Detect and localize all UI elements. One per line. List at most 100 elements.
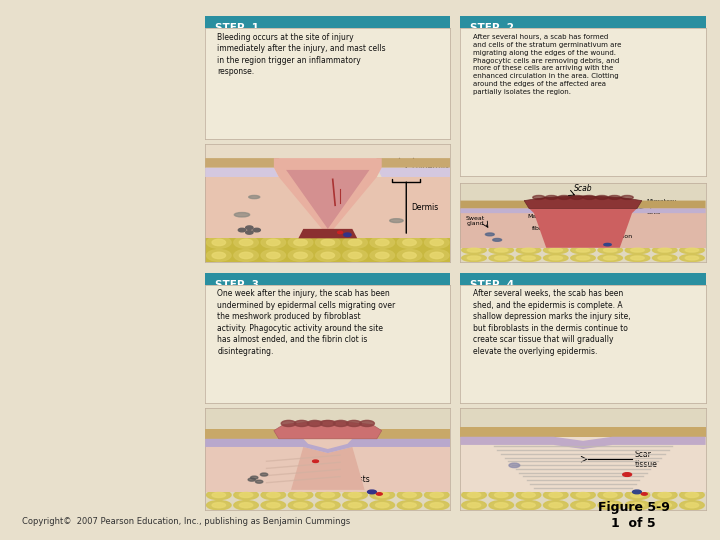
Ellipse shape bbox=[288, 490, 312, 500]
Text: After several hours, a scab has formed
and cells of the stratum germinativum are: After several hours, a scab has formed a… bbox=[472, 35, 621, 94]
Ellipse shape bbox=[294, 252, 307, 259]
Ellipse shape bbox=[685, 256, 698, 260]
Ellipse shape bbox=[625, 490, 649, 500]
Text: One week after the injury, the scab has been
undermined by epidermal cells migra: One week after the injury, the scab has … bbox=[217, 289, 396, 355]
Ellipse shape bbox=[467, 503, 481, 508]
Ellipse shape bbox=[631, 248, 644, 252]
Ellipse shape bbox=[234, 490, 258, 500]
Circle shape bbox=[338, 231, 343, 234]
Ellipse shape bbox=[467, 256, 481, 260]
Ellipse shape bbox=[343, 237, 367, 248]
Ellipse shape bbox=[397, 501, 422, 510]
Ellipse shape bbox=[207, 501, 231, 510]
Ellipse shape bbox=[239, 252, 253, 259]
Ellipse shape bbox=[658, 248, 672, 252]
Ellipse shape bbox=[489, 490, 513, 500]
Ellipse shape bbox=[544, 247, 568, 254]
Circle shape bbox=[633, 490, 642, 494]
Ellipse shape bbox=[516, 501, 541, 510]
Ellipse shape bbox=[376, 503, 389, 508]
Circle shape bbox=[492, 239, 502, 241]
Ellipse shape bbox=[544, 501, 568, 510]
Ellipse shape bbox=[685, 503, 698, 508]
Circle shape bbox=[312, 460, 318, 462]
Circle shape bbox=[377, 492, 382, 495]
Text: Scar
tissue: Scar tissue bbox=[634, 449, 657, 469]
Ellipse shape bbox=[625, 501, 649, 510]
Text: STEP  2: STEP 2 bbox=[470, 23, 514, 33]
Polygon shape bbox=[205, 429, 451, 439]
Ellipse shape bbox=[652, 254, 677, 261]
Ellipse shape bbox=[315, 249, 340, 261]
Ellipse shape bbox=[685, 492, 698, 497]
Circle shape bbox=[246, 226, 253, 230]
Ellipse shape bbox=[544, 490, 568, 500]
Ellipse shape bbox=[402, 492, 416, 497]
Ellipse shape bbox=[207, 490, 231, 500]
Polygon shape bbox=[298, 229, 357, 238]
Circle shape bbox=[253, 228, 261, 232]
Ellipse shape bbox=[321, 252, 335, 259]
Ellipse shape bbox=[603, 492, 617, 497]
Circle shape bbox=[604, 244, 611, 246]
Circle shape bbox=[533, 195, 545, 199]
Ellipse shape bbox=[549, 256, 562, 260]
Ellipse shape bbox=[522, 503, 535, 508]
Ellipse shape bbox=[321, 492, 335, 497]
Polygon shape bbox=[460, 200, 534, 208]
Text: Granulation
tissue: Granulation tissue bbox=[595, 234, 632, 245]
Ellipse shape bbox=[376, 492, 389, 497]
Ellipse shape bbox=[348, 492, 361, 497]
Ellipse shape bbox=[425, 249, 449, 261]
Ellipse shape bbox=[631, 503, 644, 508]
Ellipse shape bbox=[462, 247, 486, 254]
Circle shape bbox=[238, 228, 246, 232]
Ellipse shape bbox=[652, 490, 677, 500]
Circle shape bbox=[583, 195, 595, 199]
Ellipse shape bbox=[576, 248, 590, 252]
Ellipse shape bbox=[462, 490, 486, 500]
Ellipse shape bbox=[376, 252, 389, 259]
Ellipse shape bbox=[266, 252, 280, 259]
Ellipse shape bbox=[571, 490, 595, 500]
Ellipse shape bbox=[239, 492, 253, 497]
Text: Epidermis: Epidermis bbox=[411, 163, 449, 172]
Ellipse shape bbox=[234, 501, 258, 510]
Ellipse shape bbox=[576, 503, 590, 508]
Ellipse shape bbox=[544, 254, 568, 261]
Ellipse shape bbox=[294, 492, 307, 497]
Ellipse shape bbox=[625, 247, 649, 254]
Ellipse shape bbox=[321, 503, 335, 508]
Ellipse shape bbox=[598, 501, 623, 510]
Circle shape bbox=[485, 233, 494, 236]
Ellipse shape bbox=[294, 503, 307, 508]
Ellipse shape bbox=[603, 503, 617, 508]
Polygon shape bbox=[372, 158, 451, 167]
Ellipse shape bbox=[658, 492, 672, 497]
Ellipse shape bbox=[425, 501, 449, 510]
Ellipse shape bbox=[571, 501, 595, 510]
Text: Macrophages
and
fibroblasts: Macrophages and fibroblasts bbox=[528, 214, 570, 231]
Ellipse shape bbox=[495, 256, 508, 260]
Circle shape bbox=[343, 233, 351, 237]
Ellipse shape bbox=[261, 490, 286, 500]
Text: After several weeks, the scab has been
shed, and the epidermis is complete. A
sh: After several weeks, the scab has been s… bbox=[472, 289, 630, 355]
Ellipse shape bbox=[680, 490, 704, 500]
FancyBboxPatch shape bbox=[460, 208, 706, 248]
Ellipse shape bbox=[288, 501, 312, 510]
Circle shape bbox=[320, 421, 335, 427]
Ellipse shape bbox=[402, 503, 416, 508]
Ellipse shape bbox=[315, 501, 340, 510]
Ellipse shape bbox=[658, 256, 672, 260]
Ellipse shape bbox=[598, 490, 623, 500]
Ellipse shape bbox=[571, 247, 595, 254]
Circle shape bbox=[570, 195, 582, 199]
Ellipse shape bbox=[516, 490, 541, 500]
Circle shape bbox=[248, 478, 256, 481]
Ellipse shape bbox=[397, 249, 422, 261]
Ellipse shape bbox=[462, 254, 486, 261]
Text: Sweat
gland: Sweat gland bbox=[466, 215, 485, 226]
Polygon shape bbox=[274, 421, 382, 439]
Circle shape bbox=[307, 421, 322, 427]
Ellipse shape bbox=[266, 239, 280, 246]
